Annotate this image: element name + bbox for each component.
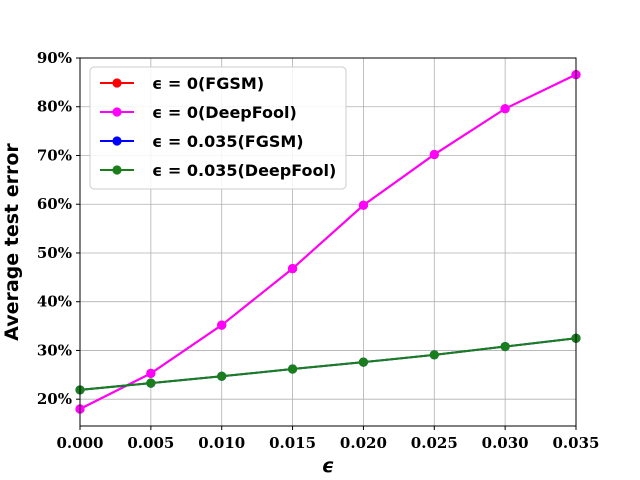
y-tick-label: 50% — [37, 244, 72, 262]
data-point — [217, 371, 227, 381]
legend: ϵ = 0(FGSM) ϵ = 0(DeepFool) ϵ = 0.035(FGSM… — [89, 66, 347, 190]
x-tick-label: 0.010 — [198, 434, 245, 452]
legend-label: ϵ = 0.035(FGSM) — [152, 132, 304, 151]
x-tick-label: 0.030 — [482, 434, 529, 452]
x-tick-label: 0.035 — [553, 434, 600, 452]
x-tick-label: 0.005 — [127, 434, 174, 452]
data-point — [500, 341, 510, 352]
data-point — [287, 364, 298, 374]
legend-marker — [112, 78, 122, 88]
legend-marker — [112, 107, 122, 117]
y-tick-label: 20% — [37, 390, 72, 408]
legend-item: ϵ = 0(DeepFool) — [100, 103, 297, 122]
data-point — [500, 104, 510, 114]
legend-item: ϵ = 0.035(FGSM) — [100, 132, 304, 151]
y-tick-label: 70% — [37, 146, 72, 164]
y-tick-label: 90% — [37, 49, 72, 67]
x-tick-label: 0.015 — [269, 434, 316, 452]
x-tick-label: 0.000 — [57, 434, 104, 452]
y-tick-label: 30% — [37, 341, 72, 359]
legend-label: ϵ = 0(FGSM) — [152, 74, 264, 93]
data-point — [358, 357, 369, 367]
data-point — [358, 200, 369, 210]
plot-frame — [79, 57, 577, 427]
data-point — [217, 320, 227, 330]
data-point — [146, 368, 156, 378]
legend-marker — [112, 136, 122, 146]
legend-label: ϵ = 0(DeepFool) — [152, 103, 297, 122]
x-tick-label: 0.020 — [340, 434, 387, 452]
y-axis-title: Average test error — [1, 143, 23, 341]
y-tick-label: 60% — [37, 195, 72, 213]
data-point — [287, 263, 298, 274]
series-line — [79, 337, 577, 391]
data-point — [429, 149, 439, 160]
data-point — [429, 350, 439, 360]
x-axis-title: ϵ — [322, 455, 334, 477]
legend-marker — [112, 165, 122, 175]
series-line — [79, 73, 577, 410]
legend-item: ϵ = 0.035(DeepFool) — [100, 161, 336, 180]
data-point — [146, 378, 156, 388]
legend-item: ϵ = 0(FGSM) — [100, 74, 264, 93]
series-1 — [75, 69, 581, 414]
x-tick-label: 0.025 — [411, 434, 458, 452]
tick-labels: 0.000 0.005 0.010 0.015 0.020 0.025 0.030 0.035… — [37, 49, 600, 452]
legend-box — [89, 66, 347, 190]
legend-label: ϵ = 0.035(DeepFool) — [152, 161, 336, 180]
y-tick-label: 80% — [37, 98, 72, 116]
y-tick-label: 40% — [37, 293, 72, 311]
